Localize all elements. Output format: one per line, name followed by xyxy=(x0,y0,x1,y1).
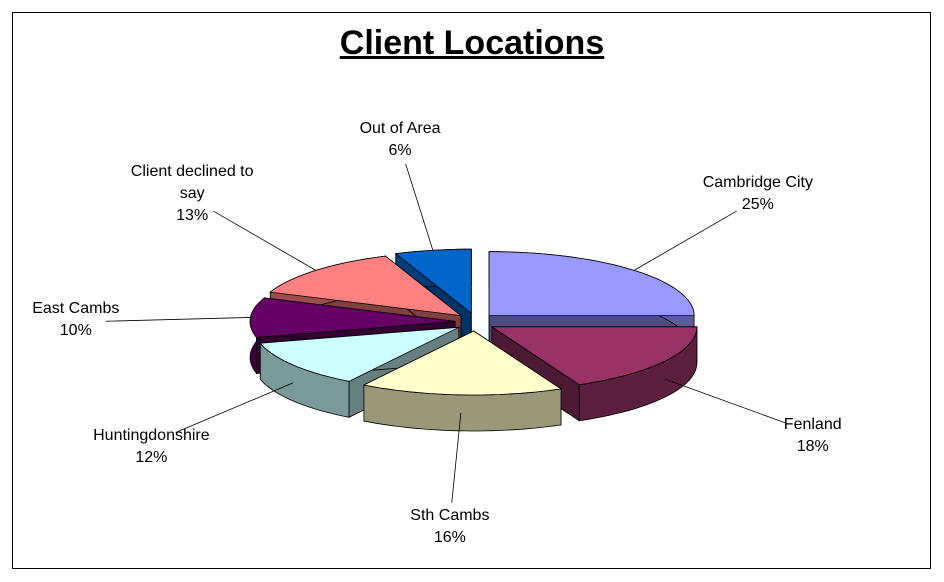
data-label: Huntingdonshire 12% xyxy=(76,425,226,469)
slice-top xyxy=(362,330,563,396)
category-label: Sth Cambs xyxy=(410,506,490,524)
value-label: 10% xyxy=(59,321,92,339)
category-label: Client declined to say xyxy=(130,163,254,203)
category-label: Out of Area xyxy=(359,120,441,138)
data-label: East Cambs 10% xyxy=(1,298,151,342)
category-label: Cambridge City xyxy=(702,174,813,192)
pie-slice xyxy=(362,330,563,432)
category-label: Huntingdonshire xyxy=(93,426,210,444)
data-label: Sth Cambs 16% xyxy=(375,505,525,549)
value-label: 6% xyxy=(388,142,412,160)
slice-top xyxy=(488,251,695,317)
slice-top xyxy=(259,326,459,382)
data-label: Client declined to say 13% xyxy=(117,161,267,227)
leader-line xyxy=(213,210,317,271)
leader-line xyxy=(664,378,788,425)
category-label: Fenland xyxy=(783,416,842,434)
chart-title: Client Locations xyxy=(339,24,605,62)
slice-top xyxy=(394,248,472,315)
value-label: 13% xyxy=(176,207,209,225)
slice-top xyxy=(269,255,463,317)
data-label: Fenland 18% xyxy=(738,414,888,458)
value-label: 18% xyxy=(796,438,829,456)
category-label: East Cambs xyxy=(32,299,120,317)
value-label: 25% xyxy=(741,196,774,214)
leader-line xyxy=(105,317,251,322)
value-label: 16% xyxy=(433,528,466,546)
slice-top xyxy=(249,297,456,338)
data-label: Cambridge City 25% xyxy=(683,172,833,216)
leader-line xyxy=(175,382,294,433)
leader-line xyxy=(405,163,434,251)
data-label: Out of Area 6% xyxy=(325,118,475,162)
slice-top xyxy=(490,326,698,386)
value-label: 12% xyxy=(135,448,168,466)
leader-line xyxy=(451,412,462,503)
leader-line xyxy=(633,210,737,271)
